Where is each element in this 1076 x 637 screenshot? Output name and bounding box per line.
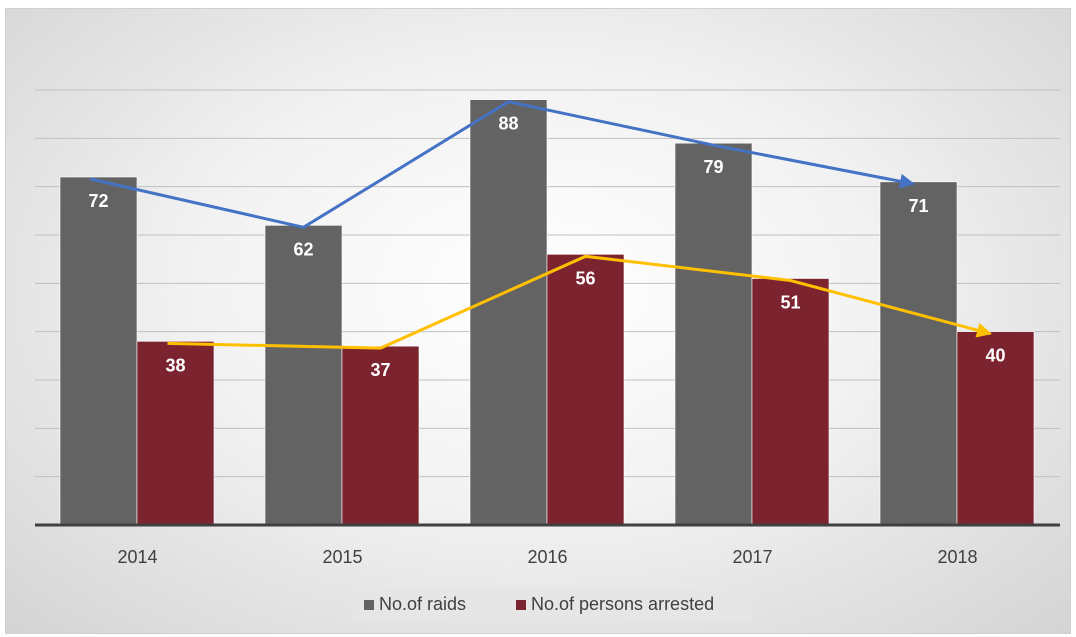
x-tick-label: 2017 [732,547,772,567]
data-label: 38 [165,355,185,375]
bar-raids-2018 [879,181,958,526]
data-label: 51 [780,293,800,313]
data-label: 79 [703,157,723,177]
legend-label-arrested: No.of persons arrested [531,594,714,614]
x-tick-label: 2016 [527,547,567,567]
data-labels: 72 38 62 37 88 56 79 51 71 40 [88,114,1005,380]
legend-swatch-arrested [516,600,526,610]
bar-raids-2017 [674,142,753,526]
legend-swatch-raids [364,600,374,610]
bar-raids-2016 [469,99,548,526]
data-label: 62 [293,239,313,259]
trend-line-arrested [167,254,992,350]
data-label: 37 [370,360,390,380]
legend: No.of raids No.of persons arrested [352,589,752,621]
bar-arrested-2014 [136,341,215,526]
x-axis-tick-labels: 2014 2015 2016 2017 2018 [117,547,977,567]
data-label: 40 [985,346,1005,366]
bar-raids-2014 [59,176,138,526]
legend-label-raids: No.of raids [379,594,466,614]
x-tick-label: 2015 [322,547,362,567]
legend-box [352,589,752,621]
x-tick-label: 2018 [937,547,977,567]
bar-arrested-2017 [751,278,830,526]
x-tick-label: 2014 [117,547,157,567]
trend-line-raids [90,100,915,229]
data-label: 71 [908,196,928,216]
data-label: 72 [88,191,108,211]
trend-lines [90,100,992,350]
data-label: 88 [498,114,518,134]
bar-raids-2015 [264,225,343,526]
bar-arrested-2016 [546,254,625,526]
data-label: 56 [575,268,595,288]
bars [59,99,1035,526]
